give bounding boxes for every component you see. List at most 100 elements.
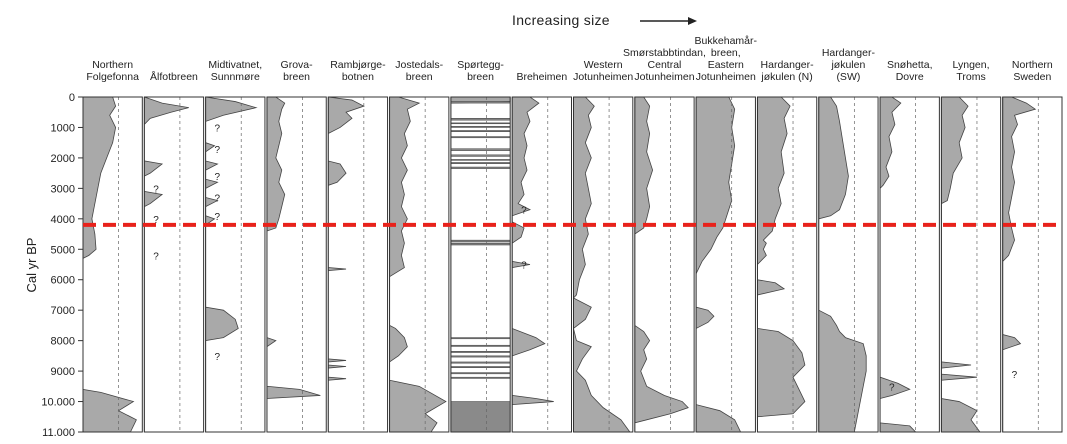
panel: Breheimen?? bbox=[511, 71, 572, 433]
uncertainty-mark: ? bbox=[153, 251, 159, 262]
y-tick-label: 0 bbox=[69, 92, 75, 104]
panel-label: breen bbox=[406, 71, 433, 83]
glacier-band bbox=[450, 376, 511, 379]
glacier-band bbox=[450, 337, 511, 340]
panel-label: botnen bbox=[342, 71, 374, 83]
panel-frame bbox=[389, 96, 450, 433]
panel-frame bbox=[634, 96, 695, 433]
glacier-area bbox=[205, 96, 258, 433]
increasing-size-note: Increasing size bbox=[512, 12, 610, 28]
panel: Ålfotbreen??? bbox=[143, 70, 205, 433]
glacier-area bbox=[572, 96, 631, 433]
y-tick-label: 2000 bbox=[51, 153, 75, 165]
panel-frame bbox=[879, 96, 940, 433]
panel-label: Sunnmøre bbox=[211, 71, 260, 83]
panel-label: Western bbox=[584, 59, 623, 71]
glacier-band bbox=[450, 118, 511, 121]
uncertainty-mark: ? bbox=[153, 184, 159, 195]
y-tick-label: 3000 bbox=[51, 183, 75, 195]
glacier-band bbox=[450, 401, 511, 433]
panel-label: Jostedals- bbox=[395, 59, 443, 71]
panel-label: jøkulen (N) bbox=[760, 71, 812, 83]
y-tick-label: 9000 bbox=[51, 366, 75, 378]
panel: Lyngen,Troms bbox=[940, 59, 1002, 433]
panel-label: Breheimen bbox=[516, 71, 567, 83]
glacier-band bbox=[450, 239, 511, 243]
panel: Midtivatnet,Sunnmøre?????? bbox=[205, 59, 266, 433]
panel-label: Northern bbox=[1012, 59, 1053, 71]
glacier-band bbox=[450, 372, 511, 375]
uncertainty-mark: ? bbox=[889, 382, 895, 393]
panel-frame bbox=[511, 96, 572, 433]
glacier-band bbox=[450, 344, 511, 347]
panel-label: Ålfotbreen bbox=[150, 70, 198, 83]
panel: Jostedals-breen bbox=[389, 59, 450, 433]
y-tick-label: 1000 bbox=[51, 122, 75, 134]
panel-label: breen, bbox=[711, 47, 741, 59]
y-tick-label: 5000 bbox=[51, 244, 75, 256]
right-arrow-icon bbox=[640, 17, 697, 25]
panel: Spørtegg-breen bbox=[450, 59, 511, 433]
glacier-area bbox=[1002, 96, 1037, 432]
glacier-area bbox=[879, 96, 917, 433]
panel-frame bbox=[205, 96, 266, 433]
glacier-band bbox=[450, 136, 511, 139]
panel-label: Smørstabbtindan, bbox=[623, 47, 706, 59]
panel-frame bbox=[143, 96, 205, 433]
panel: Rambjørge-botnen bbox=[327, 59, 389, 433]
panel-frame bbox=[818, 96, 879, 433]
uncertainty-mark: ? bbox=[215, 352, 221, 363]
glacier-band bbox=[450, 148, 511, 151]
panel-label: Bukkehamår- bbox=[695, 35, 758, 47]
panel-frame bbox=[756, 96, 818, 433]
y-axis: 0 1000 2000 3000 4000 5000 6000 7000 8000 9000 10.… bbox=[41, 92, 83, 439]
panel-label: Troms bbox=[956, 71, 985, 83]
panel-label: Lyngen, bbox=[953, 59, 990, 71]
glacier-area bbox=[818, 96, 867, 433]
panel-label: jøkulen bbox=[830, 59, 865, 71]
panel-label: Dovre bbox=[896, 71, 924, 83]
glacier-band bbox=[450, 242, 511, 246]
y-tick-label: 4000 bbox=[51, 214, 75, 226]
panel-label: Jotunheimen bbox=[634, 71, 694, 83]
panel-label: Sweden bbox=[1013, 71, 1051, 83]
panel: Snøhetta,Dovre? bbox=[879, 59, 940, 433]
glacier-area bbox=[327, 96, 365, 432]
glacier-band bbox=[450, 366, 511, 368]
panel-label: (SW) bbox=[836, 71, 860, 83]
glacier-area bbox=[634, 96, 689, 433]
panel-frame bbox=[573, 96, 634, 433]
panel-label: Central bbox=[648, 59, 682, 71]
uncertainty-mark: ? bbox=[153, 215, 159, 226]
uncertainty-mark: ? bbox=[215, 194, 221, 205]
uncertainty-mark: ? bbox=[215, 212, 221, 223]
glacier-band bbox=[450, 122, 511, 125]
panel-frame bbox=[1002, 96, 1063, 433]
glacier-band bbox=[450, 125, 511, 128]
y-tick-label: 11.000 bbox=[42, 427, 75, 439]
panel-label: Jotunheimen bbox=[696, 71, 756, 83]
panel-label: Jotunheimen bbox=[573, 71, 633, 83]
glacier-band bbox=[450, 162, 511, 164]
glacier-band bbox=[450, 130, 511, 132]
glacier-area bbox=[757, 96, 806, 433]
panel-frame bbox=[450, 96, 511, 433]
uncertainty-mark: ? bbox=[521, 261, 527, 272]
panel: Hardanger-jøkulen(SW) bbox=[818, 47, 879, 433]
glacier-band bbox=[450, 154, 511, 157]
panel-frame bbox=[695, 96, 756, 433]
glacier-area bbox=[695, 96, 742, 433]
uncertainty-mark: ? bbox=[215, 145, 221, 156]
uncertainty-mark: ? bbox=[1012, 370, 1018, 381]
panel: Grova-breen bbox=[266, 59, 327, 433]
panel-label: Grova- bbox=[281, 59, 314, 71]
glacier-area bbox=[940, 96, 981, 433]
